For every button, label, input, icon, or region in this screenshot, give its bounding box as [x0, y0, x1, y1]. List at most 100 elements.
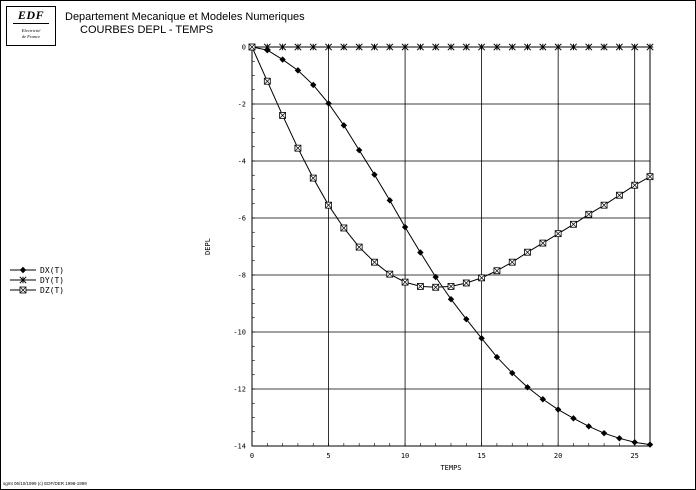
data-point-0: [600, 429, 608, 437]
data-point-0: [646, 441, 654, 448]
logo-subtext-1: Electricité: [21, 28, 41, 33]
data-point-2: [371, 258, 378, 266]
data-point-2: [432, 283, 440, 291]
data-point-2: [263, 77, 271, 85]
data-point-1: [263, 43, 271, 51]
x-tick-label: 25: [630, 452, 638, 460]
data-point-2: [631, 181, 639, 189]
logo-divider: [13, 23, 49, 24]
data-point-1: [631, 43, 639, 51]
data-point-2: [294, 144, 302, 152]
data-point-1: [600, 43, 608, 51]
data-point-2: [462, 279, 470, 287]
y-tick-label: 0: [242, 44, 246, 52]
data-point-0: [616, 435, 623, 442]
data-point-1: [401, 43, 409, 51]
x-tick-label: 0: [250, 452, 254, 460]
data-point-1: [447, 43, 455, 51]
legend-marker: [19, 266, 27, 274]
data-point-0: [386, 197, 393, 204]
data-point-0: [340, 122, 348, 129]
data-point-1: [478, 43, 486, 51]
footer-copyright: sgmt 06/10/1999 (c) EDF/DER 1998-1999: [3, 481, 87, 486]
logo-text: EDF: [17, 8, 45, 22]
data-point-0: [325, 100, 332, 107]
data-point-1: [554, 43, 562, 51]
data-point-2: [554, 230, 562, 238]
data-point-1: [279, 43, 287, 51]
y-tick-label: -2: [238, 101, 246, 109]
data-point-1: [309, 43, 317, 51]
data-point-2: [416, 282, 424, 290]
y-tick-label: -12: [233, 386, 246, 394]
data-point-2: [539, 239, 547, 247]
data-point-2: [279, 112, 287, 119]
y-axis-label: DEPL: [204, 238, 212, 255]
data-point-0: [570, 415, 577, 422]
department-title: Departement Mecanique et Modeles Numeriq…: [65, 11, 305, 23]
data-point-1: [340, 43, 348, 51]
data-point-1: [508, 43, 516, 51]
data-point-1: [386, 43, 394, 51]
data-point-2: [325, 201, 332, 209]
x-tick-label: 20: [554, 452, 562, 460]
data-point-1: [523, 43, 532, 51]
y-tick-label: -6: [238, 215, 246, 223]
data-point-2: [585, 210, 593, 218]
data-point-2: [478, 274, 486, 282]
logo-subtext-2: de France: [21, 34, 41, 39]
data-point-0: [493, 353, 501, 361]
edf-logo: EDF Electricité de France: [6, 6, 56, 46]
data-point-2: [355, 243, 363, 251]
x-tick-label: 15: [477, 452, 485, 460]
data-point-2: [493, 267, 501, 275]
data-point-1: [432, 43, 440, 51]
data-point-0: [447, 296, 455, 303]
data-point-2: [386, 270, 394, 278]
data-point-0: [478, 335, 485, 342]
data-point-0: [294, 67, 302, 74]
data-point-0: [432, 273, 439, 281]
data-point-1: [493, 43, 501, 51]
data-point-0: [279, 56, 286, 63]
data-point-0: [539, 396, 547, 403]
data-point-0: [401, 223, 409, 231]
series-line-0: [251, 46, 651, 446]
y-tick-label: -14: [233, 443, 246, 451]
legend-label: DZ(T): [40, 286, 64, 295]
plot-area: [251, 46, 651, 447]
data-point-1: [355, 43, 363, 51]
data-point-1: [615, 43, 623, 51]
x-axis-label: TEMPS: [440, 464, 461, 472]
legend-label: DX(T): [40, 266, 64, 275]
data-point-1: [324, 43, 333, 51]
data-point-2: [447, 282, 455, 290]
data-point-2: [248, 43, 256, 51]
data-point-0: [463, 315, 470, 323]
x-tick-label: 5: [326, 452, 330, 460]
data-point-2: [600, 201, 608, 209]
data-point-2: [524, 248, 531, 256]
data-point-0: [371, 171, 378, 178]
data-point-0: [585, 423, 592, 430]
data-point-1: [294, 43, 302, 51]
legend-label: DY(T): [40, 276, 64, 285]
y-tick-label: -4: [238, 158, 246, 166]
data-point-1: [585, 43, 593, 51]
data-point-0: [417, 249, 424, 256]
data-point-1: [569, 43, 578, 51]
data-point-1: [646, 43, 654, 51]
data-point-2: [340, 224, 348, 232]
legend-marker: [19, 276, 27, 284]
y-tick-label: -10: [233, 329, 246, 337]
data-point-0: [310, 81, 317, 89]
legend-marker: [19, 286, 27, 294]
data-point-0: [631, 439, 638, 446]
data-point-1: [462, 43, 470, 51]
y-tick-label: -8: [238, 272, 246, 280]
data-point-0: [509, 369, 516, 377]
data-point-1: [539, 43, 547, 51]
data-point-2: [309, 174, 317, 182]
data-point-1: [416, 43, 424, 51]
